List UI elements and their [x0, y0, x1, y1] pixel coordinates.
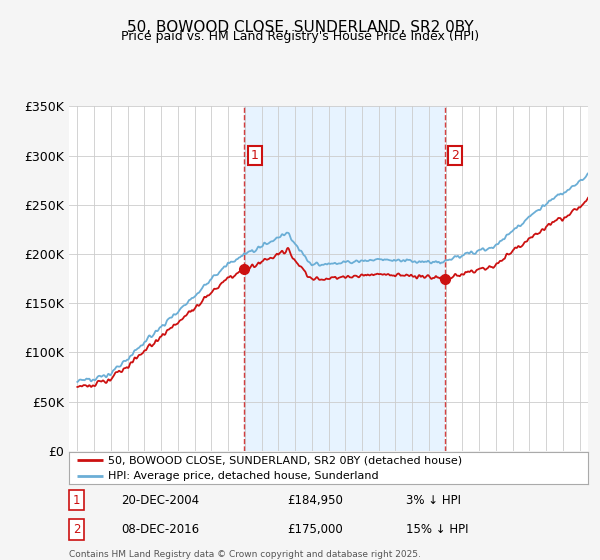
Bar — [244, 106, 445, 451]
Text: 1: 1 — [73, 493, 80, 507]
Text: £184,950: £184,950 — [287, 493, 343, 507]
Text: 1: 1 — [251, 149, 259, 162]
Text: Price paid vs. HM Land Registry's House Price Index (HPI): Price paid vs. HM Land Registry's House … — [121, 30, 479, 43]
Text: 2: 2 — [73, 523, 80, 536]
Text: Contains HM Land Registry data © Crown copyright and database right 2025.
This d: Contains HM Land Registry data © Crown c… — [69, 550, 421, 560]
Text: HPI: Average price, detached house, Sunderland: HPI: Average price, detached house, Sund… — [108, 472, 379, 481]
Text: 3% ↓ HPI: 3% ↓ HPI — [406, 493, 461, 507]
Text: 50, BOWOOD CLOSE, SUNDERLAND, SR2 0BY: 50, BOWOOD CLOSE, SUNDERLAND, SR2 0BY — [127, 20, 473, 35]
Text: 20-DEC-2004: 20-DEC-2004 — [121, 493, 199, 507]
Text: 15% ↓ HPI: 15% ↓ HPI — [406, 523, 469, 536]
Text: 2: 2 — [451, 149, 459, 162]
Text: £175,000: £175,000 — [287, 523, 343, 536]
Text: 50, BOWOOD CLOSE, SUNDERLAND, SR2 0BY (detached house): 50, BOWOOD CLOSE, SUNDERLAND, SR2 0BY (d… — [108, 455, 462, 465]
Text: 08-DEC-2016: 08-DEC-2016 — [121, 523, 199, 536]
